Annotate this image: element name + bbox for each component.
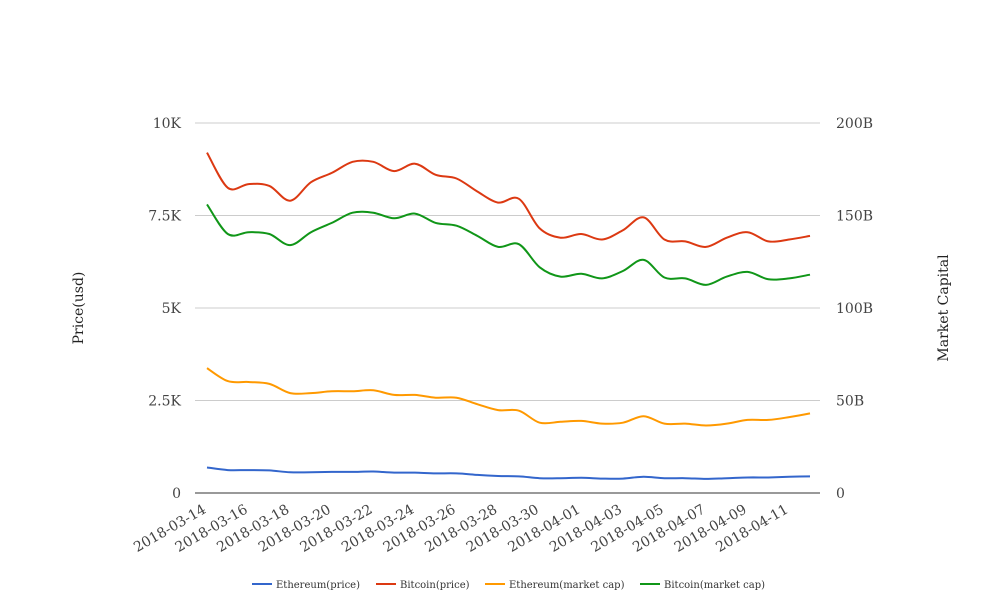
y-axis-left: 0 2.5K 5K 7.5K 10K (148, 116, 181, 502)
y-right-tick-label: 200B (836, 116, 873, 132)
y-right-tick-label: 0 (836, 486, 845, 502)
x-axis: 2018-03-142018-03-162018-03-182018-03-20… (131, 502, 791, 556)
y-right-tick-label: 50B (836, 394, 864, 410)
series-lines (206, 152, 811, 480)
legend-label: Bitcoin(market cap) (664, 580, 765, 591)
y-axis-right-title: Market Capital (936, 254, 952, 362)
series-line-ethereum-price (206, 466, 811, 480)
legend-item[interactable]: Ethereum(market cap) (485, 580, 625, 591)
legend-label: Ethereum(market cap) (509, 580, 625, 591)
y-axis-left-title: Price(usd) (71, 272, 87, 345)
series-line-bitcoin-price (206, 152, 811, 248)
y-left-tick-label: 2.5K (148, 394, 181, 410)
gridlines (195, 122, 820, 401)
legend-label: Ethereum(price) (276, 580, 360, 591)
y-left-tick-label: 10K (153, 116, 182, 132)
y-left-tick-label: 5K (162, 301, 182, 317)
y-axis-right: 0 50B 100B 150B 200B (836, 116, 873, 502)
y-right-tick-label: 100B (836, 301, 873, 317)
legend-item[interactable]: Bitcoin(market cap) (640, 580, 765, 591)
legend-item[interactable]: Bitcoin(price) (376, 580, 470, 591)
y-left-tick-label: 0 (172, 486, 181, 502)
legend-label: Bitcoin(price) (400, 580, 470, 591)
legend: Ethereum(price) Bitcoin(price) Ethereum(ma… (252, 580, 765, 591)
series-line-bitcoin-market-cap (206, 203, 811, 286)
series-line-ethereum-market-cap (206, 367, 811, 427)
y-left-tick-label: 7.5K (148, 209, 181, 225)
legend-item[interactable]: Ethereum(price) (252, 580, 360, 591)
y-right-tick-label: 150B (836, 209, 873, 225)
